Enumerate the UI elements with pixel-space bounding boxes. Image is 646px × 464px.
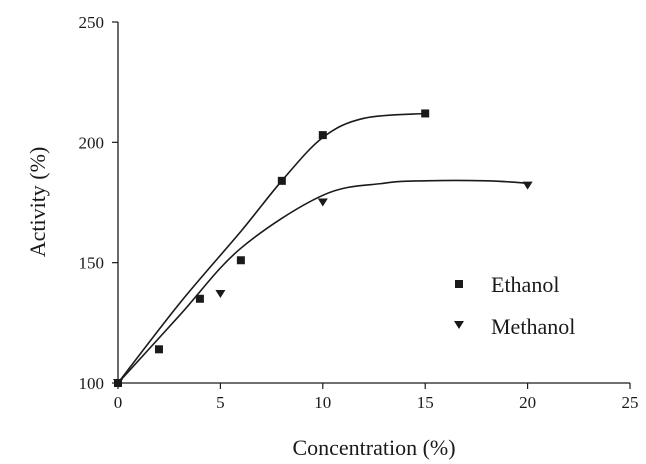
trend-line-ethanol	[117, 112, 426, 384]
trend-line-methanol	[117, 179, 528, 384]
data-point-methanol	[522, 181, 533, 190]
x-tick-label: 15	[417, 393, 434, 412]
data-markers	[113, 109, 533, 387]
x-tick-label: 25	[622, 393, 639, 412]
trend-lines	[117, 112, 528, 384]
data-point-ethanol	[195, 294, 204, 303]
x-tick-label: 0	[114, 393, 123, 412]
x-axis-title: Concentration (%)	[292, 435, 455, 460]
ticks: 0 5 10 15 20 25 100 150 200 250	[79, 13, 639, 412]
y-tick-label: 150	[79, 254, 105, 273]
y-tick-label: 250	[79, 13, 105, 32]
legend-label-ethanol: Ethanol	[491, 272, 559, 297]
legend-marker-methanol	[454, 321, 464, 329]
data-point-methanol	[113, 379, 123, 387]
y-tick-label: 200	[79, 133, 105, 152]
data-point-ethanol	[236, 256, 245, 265]
y-tick-label: 100	[79, 374, 105, 393]
x-tick-label: 20	[519, 393, 536, 412]
data-point-ethanol	[421, 109, 430, 118]
data-point-methanol	[317, 198, 328, 207]
data-point-ethanol	[154, 345, 163, 354]
data-point-ethanol	[277, 176, 286, 185]
legend: Ethanol Methanol	[454, 272, 575, 339]
data-point-ethanol	[318, 131, 327, 140]
y-axis-title: Activity (%)	[25, 147, 50, 258]
data-point-methanol	[215, 289, 226, 298]
legend-marker-ethanol	[455, 280, 463, 288]
x-tick-label: 5	[216, 393, 225, 412]
legend-label-methanol: Methanol	[491, 314, 575, 339]
x-tick-label: 10	[314, 393, 331, 412]
axes	[117, 22, 630, 384]
